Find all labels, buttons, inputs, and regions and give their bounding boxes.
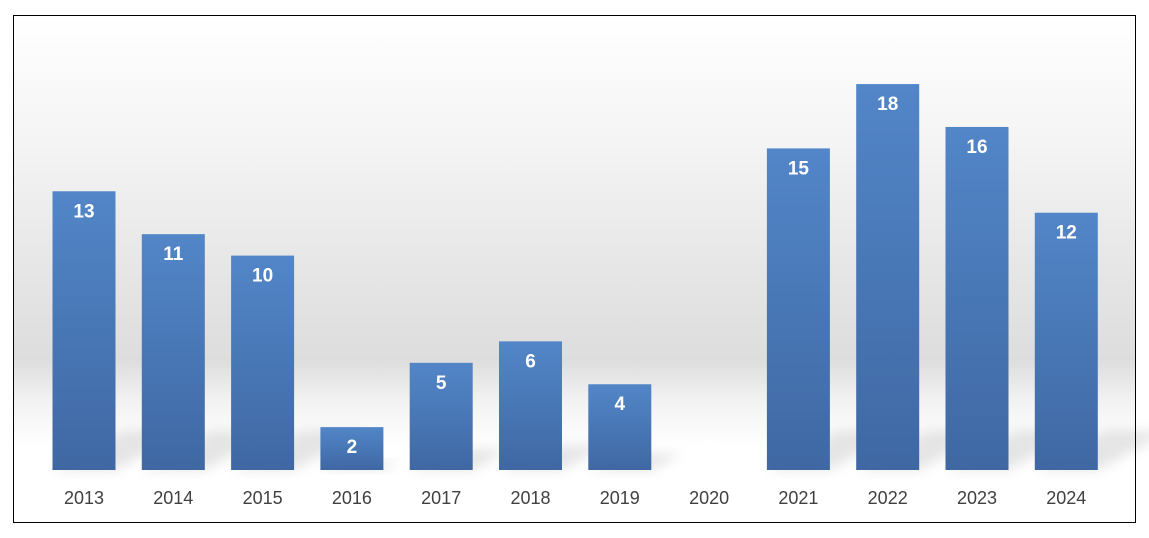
bar-2018 bbox=[499, 341, 562, 470]
x-tick-label-2024: 2024 bbox=[1046, 488, 1086, 508]
x-tick-label-2016: 2016 bbox=[332, 488, 372, 508]
data-label-2014: 11 bbox=[163, 244, 184, 265]
x-tick-label-2021: 2021 bbox=[778, 488, 818, 508]
data-label-2013: 13 bbox=[73, 201, 94, 222]
x-tick-label-2013: 2013 bbox=[64, 488, 104, 508]
x-tick-label-2017: 2017 bbox=[421, 488, 461, 508]
data-label-2016: 2 bbox=[347, 437, 358, 458]
x-tick-label-2018: 2018 bbox=[510, 488, 550, 508]
x-tick-label-2023: 2023 bbox=[957, 488, 997, 508]
bar-2024 bbox=[1034, 212, 1098, 470]
bar-2022 bbox=[856, 84, 920, 470]
bar-2014 bbox=[141, 234, 205, 470]
data-label-2020: 0 bbox=[704, 436, 715, 457]
bar-2016 bbox=[320, 427, 384, 470]
data-label-2024: 12 bbox=[1056, 223, 1077, 244]
bar-2015 bbox=[231, 255, 295, 470]
data-labels: 13 11 10 2 5 6 4 0 15 18 16 12 bbox=[73, 94, 1076, 458]
x-tick-label-2019: 2019 bbox=[600, 488, 640, 508]
data-label-2023: 16 bbox=[966, 137, 987, 158]
data-label-2019: 4 bbox=[615, 394, 626, 415]
data-label-2018: 6 bbox=[525, 351, 536, 372]
x-tick-label-2015: 2015 bbox=[243, 488, 283, 508]
x-tick-label-2020: 2020 bbox=[689, 488, 729, 508]
bar-2013 bbox=[52, 191, 116, 470]
x-axis-tick-labels: 2013 2014 2015 2016 2017 2018 2019 2020 2021 2022… bbox=[64, 488, 1086, 508]
x-tick-label-2022: 2022 bbox=[868, 488, 908, 508]
data-label-2015: 10 bbox=[252, 266, 273, 287]
bar-2021 bbox=[766, 148, 830, 470]
data-label-2017: 5 bbox=[436, 373, 447, 394]
x-tick-label-2014: 2014 bbox=[153, 488, 193, 508]
data-label-2021: 15 bbox=[788, 158, 810, 179]
data-label-2022: 18 bbox=[877, 94, 898, 115]
bars bbox=[52, 84, 1098, 471]
bar-2023 bbox=[945, 126, 1009, 471]
bar-2019 bbox=[588, 384, 652, 470]
bar-2017 bbox=[409, 362, 473, 470]
